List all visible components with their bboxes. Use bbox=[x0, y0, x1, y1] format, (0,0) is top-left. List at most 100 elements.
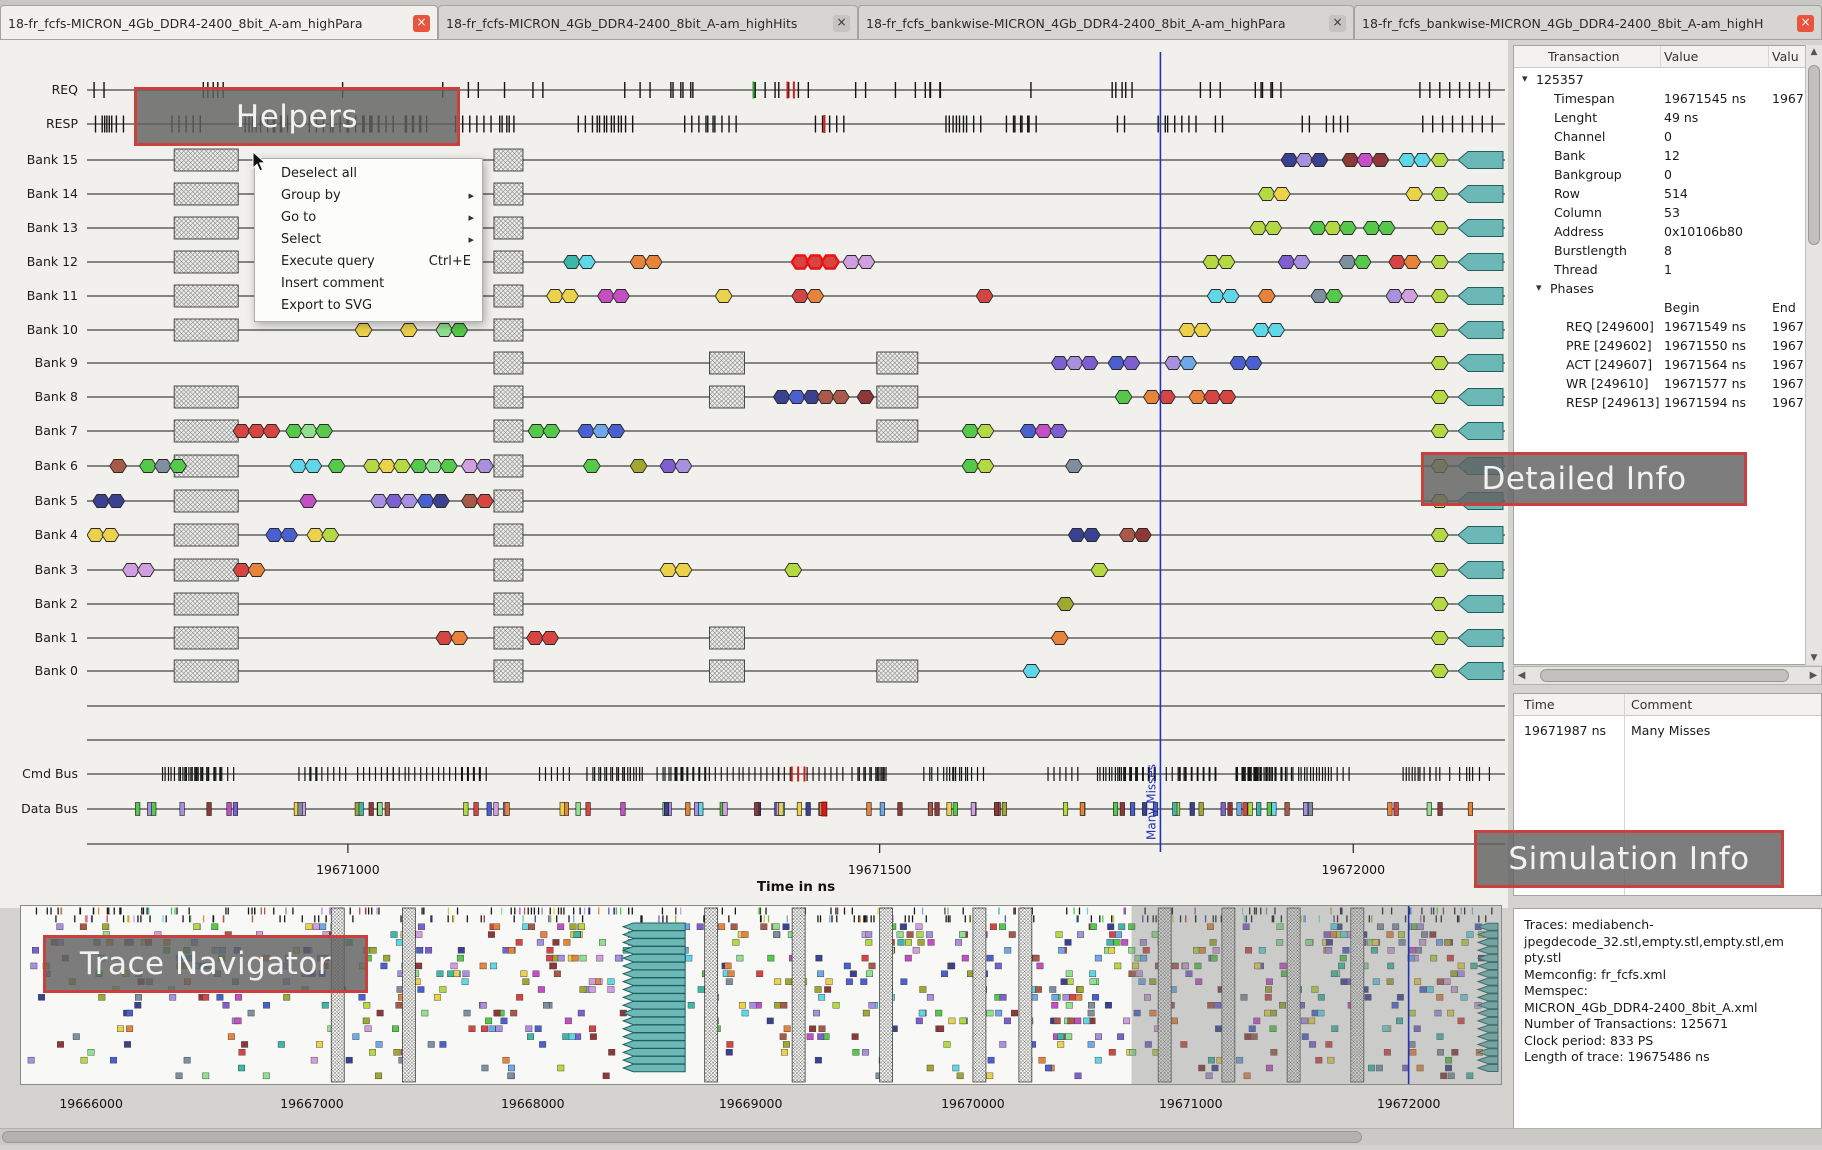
phase-row[interactable]: RESP [249613] 19671594 ns 1967 bbox=[1514, 393, 1804, 412]
transaction-hex[interactable] bbox=[1430, 153, 1449, 167]
transaction-hex[interactable] bbox=[1257, 187, 1276, 201]
transaction-hex[interactable] bbox=[1280, 153, 1299, 167]
transaction-hex[interactable] bbox=[1388, 255, 1407, 269]
transaction-hex[interactable] bbox=[1252, 323, 1271, 337]
transaction-hex[interactable] bbox=[435, 631, 454, 645]
transaction-hex[interactable] bbox=[541, 631, 560, 645]
transaction-hex[interactable] bbox=[1193, 323, 1212, 337]
scroll-up-icon[interactable]: ▲ bbox=[1810, 47, 1818, 57]
transaction-hex[interactable] bbox=[1338, 255, 1357, 269]
transaction-hex[interactable] bbox=[424, 459, 443, 473]
scroll-thumb[interactable] bbox=[2, 1131, 1362, 1143]
transaction-hex[interactable] bbox=[247, 424, 266, 438]
transaction-root-row[interactable]: ▾ 125357 bbox=[1514, 70, 1804, 89]
transaction-hex[interactable] bbox=[1218, 390, 1237, 404]
menu-item-execute-query[interactable]: Execute query Ctrl+E bbox=[255, 251, 482, 273]
transaction-hex[interactable] bbox=[1430, 187, 1449, 201]
transaction-hex[interactable] bbox=[596, 289, 616, 303]
transaction-hex[interactable] bbox=[1362, 221, 1381, 235]
transaction-hex[interactable] bbox=[577, 424, 596, 438]
transaction-hex[interactable] bbox=[475, 494, 494, 508]
transaction-hex[interactable] bbox=[1178, 323, 1197, 337]
transaction-hex[interactable] bbox=[856, 390, 875, 404]
detail-row[interactable]: Bank 12 bbox=[1514, 146, 1804, 165]
transaction-hex[interactable] bbox=[607, 424, 626, 438]
transaction-hex[interactable] bbox=[280, 528, 299, 542]
transaction-hex[interactable] bbox=[1295, 153, 1314, 167]
transaction-hex[interactable] bbox=[674, 459, 693, 473]
transaction-hex[interactable] bbox=[560, 289, 579, 303]
transaction-hex[interactable] bbox=[1056, 597, 1075, 611]
transaction-hex[interactable] bbox=[354, 323, 373, 337]
transaction-hex[interactable] bbox=[1257, 289, 1276, 303]
transaction-hex[interactable] bbox=[1157, 390, 1176, 404]
transaction-hex[interactable] bbox=[1264, 221, 1283, 235]
transaction-hex[interactable] bbox=[1142, 390, 1161, 404]
menu-item-go-to[interactable]: Go to ▸ bbox=[255, 207, 482, 229]
transaction-hex[interactable] bbox=[232, 424, 251, 438]
transaction-hex[interactable] bbox=[1310, 153, 1329, 167]
transaction-hex[interactable] bbox=[1107, 356, 1126, 370]
transaction-hex[interactable] bbox=[1430, 597, 1449, 611]
scroll-thumb[interactable] bbox=[1808, 65, 1820, 245]
transaction-hex[interactable] bbox=[1310, 289, 1329, 303]
transaction-hex[interactable] bbox=[1430, 664, 1449, 678]
phases-header-row[interactable]: Begin End bbox=[1514, 298, 1804, 317]
transaction-hex[interactable] bbox=[265, 528, 284, 542]
transaction-hex[interactable] bbox=[611, 289, 631, 303]
transaction-hex[interactable] bbox=[87, 528, 105, 542]
detail-row[interactable]: Column 53 bbox=[1514, 203, 1804, 222]
bottom-scrollbar[interactable] bbox=[0, 1128, 1822, 1145]
detail-vertical-scrollbar[interactable]: ▲ ▼ bbox=[1805, 45, 1822, 665]
transaction-hex[interactable] bbox=[1430, 221, 1449, 235]
transaction-hex[interactable] bbox=[289, 459, 308, 473]
transaction-hex[interactable] bbox=[431, 494, 450, 508]
transaction-hex[interactable] bbox=[299, 424, 319, 438]
transaction-hex[interactable] bbox=[1206, 289, 1225, 303]
transaction-hex[interactable] bbox=[1405, 187, 1424, 201]
transaction-hex[interactable] bbox=[545, 289, 564, 303]
detail-row[interactable]: Lenght 49 ns bbox=[1514, 108, 1804, 127]
transaction-hex[interactable] bbox=[321, 528, 340, 542]
trace-navigator-plot[interactable] bbox=[20, 905, 1502, 1085]
transaction-hex[interactable] bbox=[1430, 528, 1449, 542]
transaction-hex[interactable] bbox=[1080, 356, 1099, 370]
transaction-hex[interactable] bbox=[136, 563, 155, 577]
transaction-hex[interactable] bbox=[1430, 424, 1449, 438]
phase-row[interactable]: PRE [249602] 19671550 ns 1967 bbox=[1514, 336, 1804, 355]
transaction-hex[interactable] bbox=[1065, 356, 1084, 370]
transaction-hex[interactable] bbox=[975, 289, 994, 303]
scroll-left-icon[interactable]: ◀ bbox=[1517, 670, 1526, 681]
transaction-hex[interactable] bbox=[1338, 221, 1357, 235]
transaction-hex[interactable] bbox=[409, 459, 428, 473]
transaction-hex[interactable] bbox=[1229, 356, 1248, 370]
phase-row[interactable]: ACT [249607] 19671564 ns 1967 bbox=[1514, 355, 1804, 374]
phase-row[interactable]: WR [249610] 19671577 ns 1967 bbox=[1514, 374, 1804, 393]
transaction-hex[interactable] bbox=[1277, 255, 1296, 269]
transaction-hex[interactable] bbox=[1430, 255, 1449, 269]
tab-1[interactable]: 18-fr_fcfs-MICRON_4Gb_DDR4-2400_8bit_A-a… bbox=[0, 5, 438, 39]
detail-row[interactable]: Timespan 19671545 ns 1967 bbox=[1514, 89, 1804, 108]
transaction-hex[interactable] bbox=[1323, 221, 1342, 235]
tab-close-icon[interactable]: × bbox=[1329, 14, 1346, 32]
transaction-hex[interactable] bbox=[370, 494, 389, 508]
transaction-hex[interactable] bbox=[961, 424, 980, 438]
transaction-hex[interactable] bbox=[961, 459, 980, 473]
transaction-hex[interactable] bbox=[107, 494, 126, 508]
transaction-hex[interactable] bbox=[450, 631, 469, 645]
transaction-hex[interactable] bbox=[1413, 153, 1432, 167]
transaction-hex[interactable] bbox=[232, 563, 251, 577]
detail-row[interactable]: Channel 0 bbox=[1514, 127, 1804, 146]
transaction-hex[interactable] bbox=[1090, 563, 1109, 577]
transaction-hex[interactable] bbox=[475, 459, 494, 473]
transaction-hex[interactable] bbox=[1430, 390, 1449, 404]
transaction-hex[interactable] bbox=[247, 563, 266, 577]
transaction-hex[interactable] bbox=[460, 494, 479, 508]
scroll-right-icon[interactable]: ▶ bbox=[1809, 670, 1818, 681]
transaction-hex[interactable] bbox=[385, 494, 404, 508]
transaction-hex[interactable] bbox=[659, 459, 678, 473]
transaction-hex[interactable] bbox=[1188, 390, 1207, 404]
transaction-hex[interactable] bbox=[816, 390, 835, 404]
transaction-hex[interactable] bbox=[577, 255, 596, 269]
transaction-hex[interactable] bbox=[791, 289, 810, 303]
